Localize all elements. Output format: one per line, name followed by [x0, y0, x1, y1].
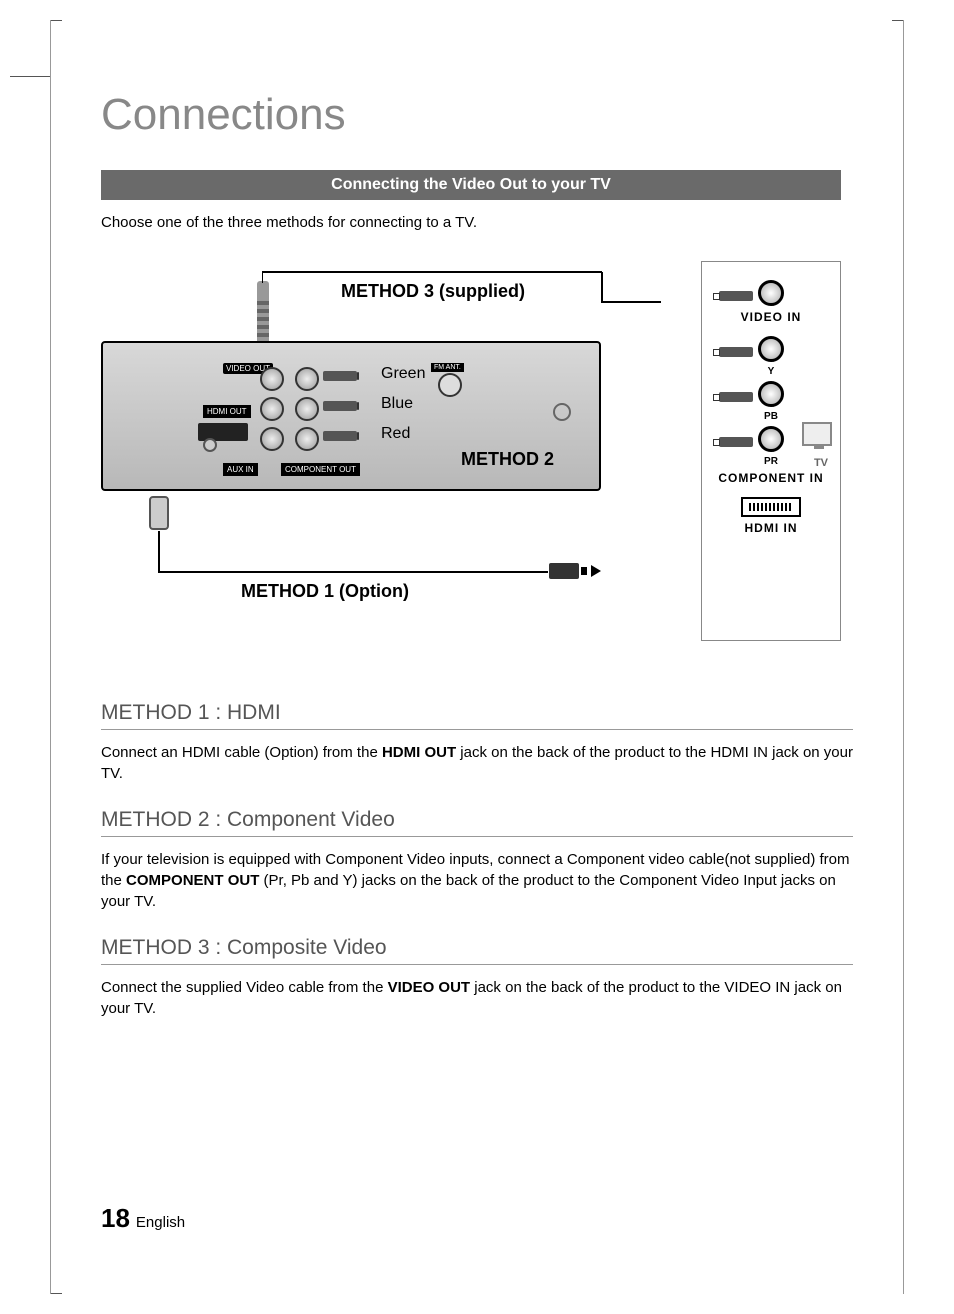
- optical-port: [553, 403, 571, 421]
- page-footer: 18 English: [101, 1203, 185, 1234]
- section-header-bar: Connecting the Video Out to your TV: [101, 170, 841, 200]
- tv-pr-jack: [758, 426, 784, 452]
- intro-text: Choose one of the three methods for conn…: [101, 214, 853, 231]
- fm-ant-label: FM ANT.: [431, 363, 464, 372]
- method2-body: If your television is equipped with Comp…: [101, 849, 853, 912]
- tv-y-jack: [758, 336, 784, 362]
- arrow-right-icon: [591, 565, 601, 577]
- hdmi-cable-end-icon: [549, 563, 579, 579]
- label-blue: Blue: [381, 395, 413, 413]
- connection-diagram: VIDEO OUT HDMI OUT AUX IN COMPONENT OUT …: [101, 261, 841, 641]
- screw-icon: [203, 438, 217, 452]
- fm-ant-port: [438, 373, 462, 397]
- method1-body: Connect an HDMI cable (Option) from the …: [101, 742, 853, 784]
- tv-pr-label: PR: [741, 456, 801, 467]
- m3-bold: VIDEO OUT: [388, 979, 471, 996]
- tv-pb-jack: [758, 381, 784, 407]
- plug-blue: [323, 401, 357, 411]
- chapter-title: Connections: [101, 90, 853, 140]
- component-out-label: COMPONENT OUT: [281, 463, 360, 476]
- m3-pre: Connect the supplied Video cable from th…: [101, 979, 388, 996]
- tv-video-in-jack: [758, 280, 784, 306]
- page-language: English: [136, 1214, 185, 1231]
- label-green: Green: [381, 365, 425, 383]
- video-out-jack: [260, 367, 284, 391]
- label-red: Red: [381, 425, 410, 443]
- composite-cable-plug: [257, 281, 269, 341]
- page-number: 18: [101, 1203, 130, 1233]
- method3-label: METHOD 3 (supplied): [341, 281, 525, 302]
- tv-y-label: Y: [741, 366, 801, 377]
- tv-input-panel: VIDEO IN Y PB PR COMPONENT IN HDMI IN TV: [701, 261, 841, 641]
- tv-hdmi-in-port: [741, 497, 801, 517]
- method3-heading: METHOD 3 : Composite Video: [101, 936, 853, 965]
- component-y-jack: [295, 367, 319, 391]
- component-pr-jack: [295, 427, 319, 451]
- hdmi-plug-icon: [149, 496, 169, 530]
- method2-label: METHOD 2: [461, 449, 554, 470]
- tv-pb-label: PB: [741, 411, 801, 422]
- tv-text: TV: [814, 457, 828, 469]
- m1-pre: Connect an HDMI cable (Option) from the: [101, 744, 382, 761]
- method2-heading: METHOD 2 : Component Video: [101, 808, 853, 837]
- tv-video-in-label: VIDEO IN: [702, 310, 840, 324]
- plug-red: [323, 431, 357, 441]
- m2-bold: COMPONENT OUT: [126, 872, 259, 889]
- m1-bold: HDMI OUT: [382, 744, 456, 761]
- hdmi-out-label: HDMI OUT: [203, 405, 251, 418]
- tv-icon: [802, 422, 832, 446]
- method1-heading: METHOD 1 : HDMI: [101, 701, 853, 730]
- method1-label: METHOD 1 (Option): [241, 581, 409, 602]
- component-pb-jack: [295, 397, 319, 421]
- method3-body: Connect the supplied Video cable from th…: [101, 977, 853, 1019]
- plug-green: [323, 371, 357, 381]
- tv-component-in-label: COMPONENT IN: [702, 471, 840, 485]
- tv-hdmi-in-label: HDMI IN: [702, 521, 840, 535]
- aux-r-jack: [260, 427, 284, 451]
- aux-in-label: AUX IN: [223, 463, 258, 476]
- aux-l-jack: [260, 397, 284, 421]
